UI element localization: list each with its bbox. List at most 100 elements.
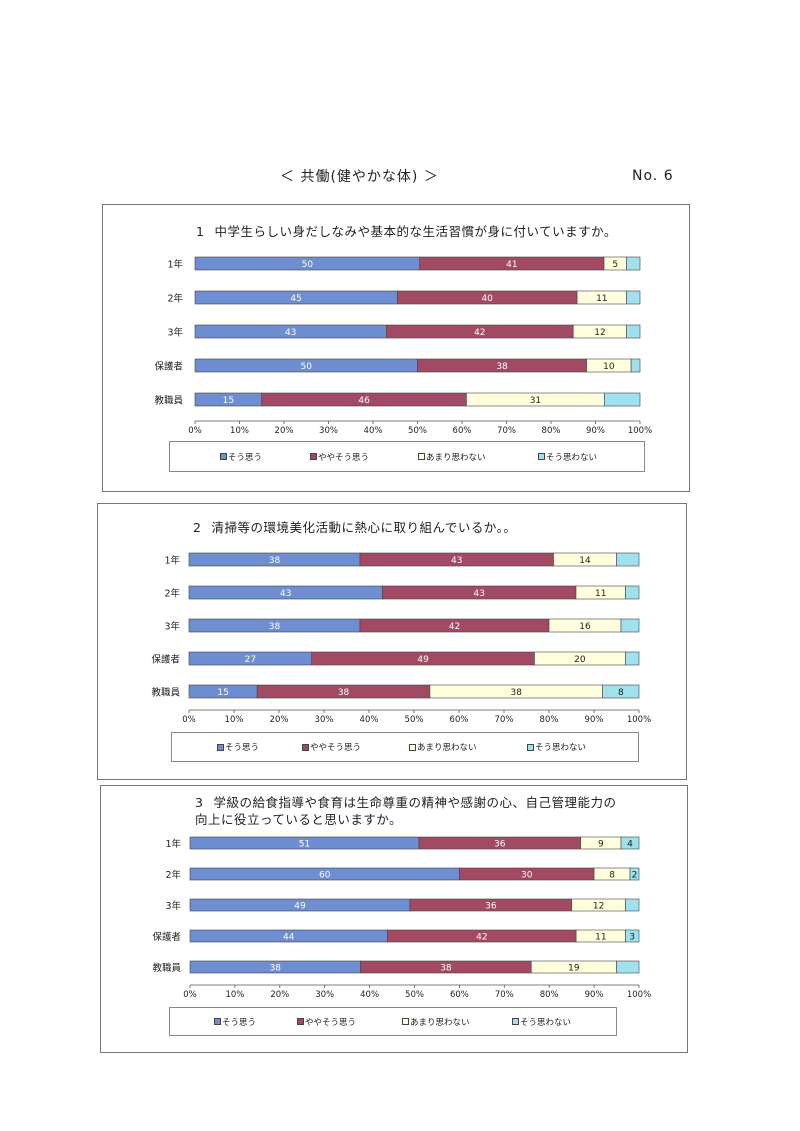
data-label: 38 bbox=[338, 688, 350, 698]
legend-label: そう思う bbox=[225, 743, 260, 753]
data-label: 43 bbox=[285, 328, 296, 338]
data-label: 49 bbox=[294, 902, 306, 912]
question-text: 学級の給食指導や食育は生命尊重の精神や感謝の心、自己管理能力の bbox=[213, 795, 617, 810]
page-number: No. 6 bbox=[632, 168, 674, 184]
x-tick-label: 10% bbox=[230, 426, 249, 436]
legend-label: あまり思わない bbox=[417, 743, 477, 753]
x-tick-label: 70% bbox=[495, 715, 514, 725]
legend-swatch bbox=[402, 1018, 409, 1025]
data-label: 38 bbox=[270, 964, 282, 974]
x-tick-label: 50% bbox=[405, 990, 424, 1000]
chart-panel-1: 1 中学生らしい身だしなみや基本的な生活習慣が身に付いていますか。 1年 50 41 5… bbox=[102, 204, 690, 492]
question-number: 1 bbox=[196, 224, 205, 239]
legend-label: そう思わない bbox=[535, 743, 587, 753]
data-label: 31 bbox=[530, 396, 541, 406]
x-tick-label: 100% bbox=[627, 990, 651, 1000]
legend-item: あまり思わない bbox=[418, 451, 486, 463]
legend-label: ややそう思う bbox=[310, 743, 362, 753]
data-label: 38 bbox=[269, 556, 281, 566]
bar-segment bbox=[626, 256, 641, 271]
data-label: 11 bbox=[596, 294, 607, 304]
x-tick-label: 80% bbox=[540, 715, 559, 725]
x-tick-label: 0% bbox=[183, 990, 197, 1000]
stacked-bar-chart-1: 1年 50 41 5 2年 45 40 11 3年 43 42 12 保護者 50 38 10 教職員 15 46 3… bbox=[154, 256, 652, 436]
legend-item: そう思わない bbox=[538, 451, 597, 463]
data-label: 38 bbox=[440, 964, 452, 974]
x-tick-label: 50% bbox=[408, 426, 427, 436]
data-label: 9 bbox=[598, 840, 604, 850]
data-label: 50 bbox=[302, 260, 314, 270]
category-label: 教職員 bbox=[152, 962, 181, 974]
category-label: 教職員 bbox=[154, 395, 183, 407]
bar-segment bbox=[629, 867, 640, 881]
x-tick-label: 70% bbox=[497, 426, 516, 436]
legend-item: そう思わない bbox=[527, 741, 586, 753]
x-tick-label: 90% bbox=[585, 715, 604, 725]
x-tick-label: 0% bbox=[182, 715, 196, 725]
data-label: 27 bbox=[245, 655, 256, 665]
data-label: 43 bbox=[474, 589, 485, 599]
bar-segment bbox=[630, 358, 641, 373]
question-number: 2 bbox=[193, 520, 202, 535]
x-tick-label: 10% bbox=[225, 990, 244, 1000]
data-label: 43 bbox=[280, 589, 291, 599]
bar-segment bbox=[620, 836, 640, 850]
data-label: 15 bbox=[223, 396, 234, 406]
stacked-bar-chart-3: 1年 51 36 9 4 2年 60 30 8 2 3年 49 36 12 保護者 44 42 11 3 教職員 38 3… bbox=[152, 836, 651, 1000]
legend-swatch bbox=[297, 1018, 304, 1025]
legend-swatch bbox=[220, 453, 227, 460]
question-text: 中学生らしい身だしなみや基本的な生活習慣が身に付いていますか。 bbox=[214, 224, 617, 239]
legend-item: あまり思わない bbox=[409, 741, 477, 753]
data-label: 36 bbox=[485, 902, 497, 912]
data-label: 41 bbox=[506, 260, 517, 270]
x-tick-label: 90% bbox=[586, 426, 605, 436]
data-label: 42 bbox=[474, 328, 485, 338]
data-label: 20 bbox=[574, 655, 586, 665]
data-label: 19 bbox=[568, 964, 580, 974]
x-tick-label: 100% bbox=[628, 426, 652, 436]
legend-label: あまり思わない bbox=[410, 1017, 470, 1028]
legend-item: ややそう思う bbox=[310, 451, 369, 463]
legend-swatch bbox=[418, 453, 425, 460]
x-tick-label: 20% bbox=[275, 426, 294, 436]
question-title-2: 2 清掃等の環境美化活動に熱心に取り組んでいるか。。 bbox=[193, 519, 516, 536]
data-label: 38 bbox=[269, 622, 281, 632]
category-label: 1年 bbox=[167, 259, 183, 271]
question-title-3: 3 学級の給食指導や食育は生命尊重の精神や感謝の心、自己管理能力の 向上に役立って… bbox=[195, 794, 616, 828]
data-label: 12 bbox=[594, 328, 605, 338]
legend-item: そう思う bbox=[214, 1016, 256, 1028]
data-label: 36 bbox=[494, 840, 506, 850]
data-label: 2 bbox=[632, 871, 638, 881]
data-label: 3 bbox=[629, 933, 635, 943]
category-label: 2年 bbox=[167, 293, 183, 305]
x-tick-label: 90% bbox=[585, 990, 604, 1000]
category-label: 教職員 bbox=[151, 687, 180, 699]
data-label: 15 bbox=[217, 688, 228, 698]
x-tick-label: 70% bbox=[495, 990, 514, 1000]
x-tick-label: 30% bbox=[315, 715, 334, 725]
data-label: 4 bbox=[627, 840, 633, 850]
category-label: 3年 bbox=[164, 621, 180, 633]
x-tick-label: 0% bbox=[188, 426, 202, 436]
data-label: 12 bbox=[593, 902, 604, 912]
bar-segment bbox=[625, 929, 640, 943]
legend-item: あまり思わない bbox=[402, 1016, 470, 1028]
bar-segment bbox=[625, 898, 640, 912]
data-label: 45 bbox=[290, 294, 301, 304]
x-tick-label: 60% bbox=[450, 990, 469, 1000]
chart-panel-2: 2 清掃等の環境美化活動に熱心に取り組んでいるか。。 1年 38 43 14 2年 43 43… bbox=[97, 503, 687, 780]
legend-swatch bbox=[310, 453, 317, 460]
data-label: 30 bbox=[521, 871, 533, 881]
x-tick-label: 100% bbox=[627, 715, 651, 725]
data-label: 49 bbox=[417, 655, 429, 665]
legend-item: そう思う bbox=[220, 451, 262, 463]
legend-item: そう思う bbox=[217, 741, 259, 753]
question-text-line2: 向上に役立っていると思いますか。 bbox=[195, 812, 403, 827]
legend-2: そう思う ややそう思う あまり思わない そう思わない bbox=[171, 732, 639, 762]
legend-label: ややそう思う bbox=[318, 452, 370, 463]
x-tick-label: 40% bbox=[360, 715, 379, 725]
legend-swatch bbox=[512, 1018, 519, 1025]
bar-segment bbox=[625, 585, 640, 600]
data-label: 8 bbox=[609, 871, 615, 881]
bar-segment bbox=[602, 684, 640, 699]
